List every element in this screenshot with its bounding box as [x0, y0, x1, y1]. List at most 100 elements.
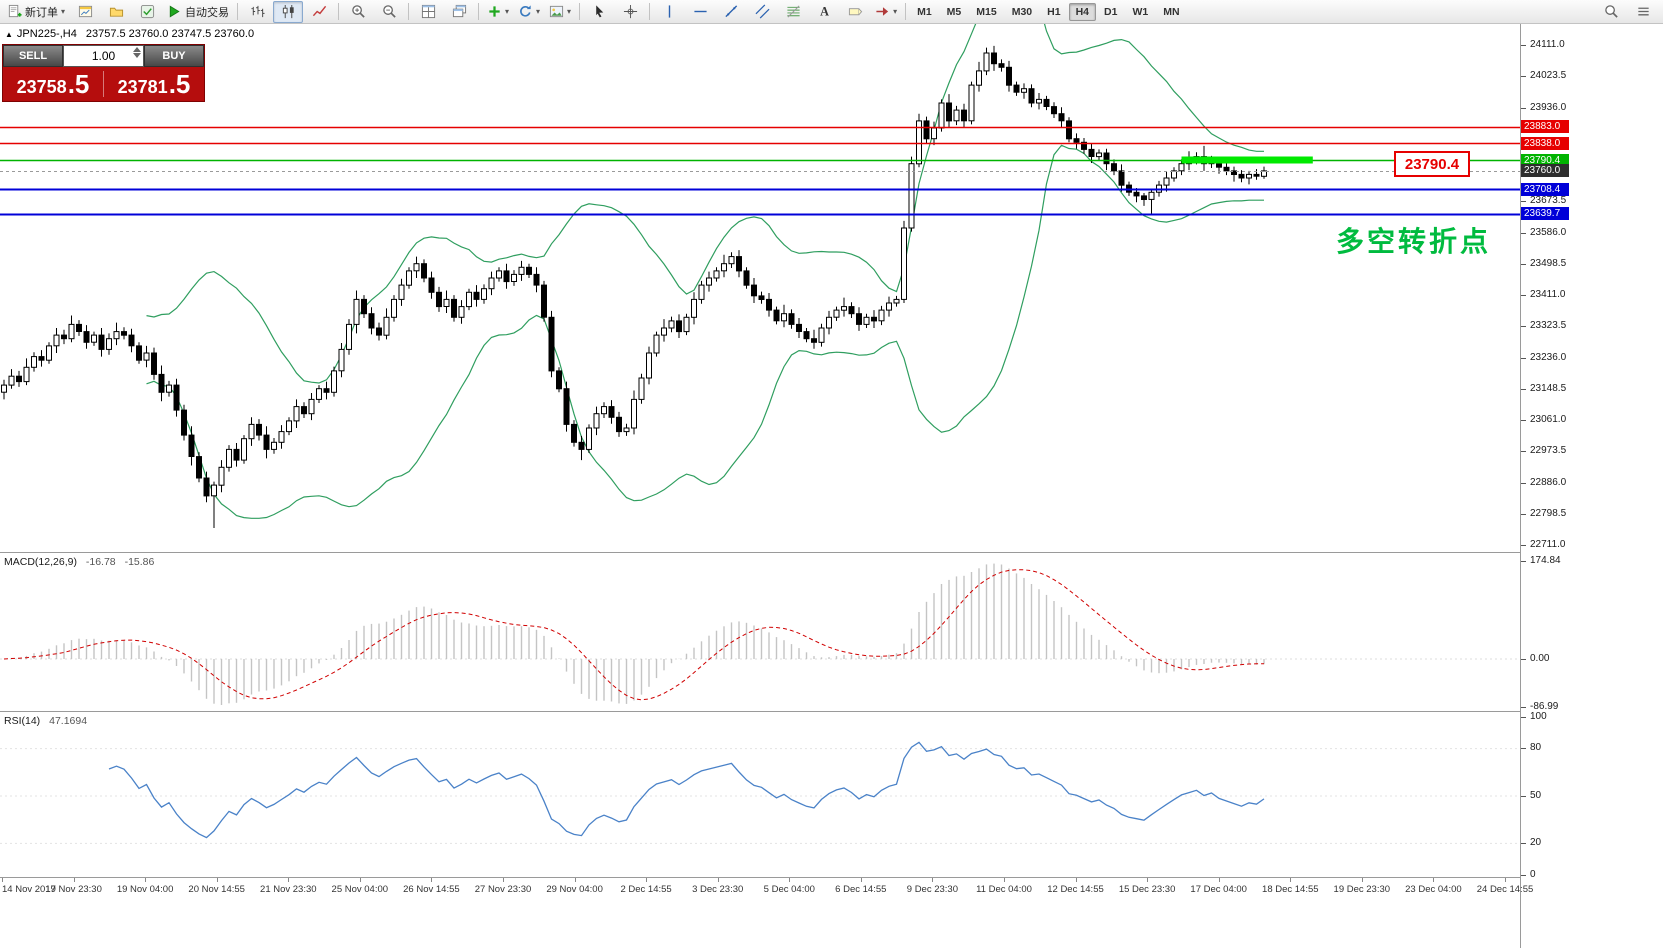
price-tick-label: 23411.0 — [1521, 289, 1565, 301]
price-tick-label: 24023.5 — [1521, 70, 1566, 82]
rsi-value: 47.1694 — [49, 715, 88, 727]
timeframe-w1-button[interactable]: W1 — [1132, 5, 1149, 18]
rsi-indicator-label: RSI(14) 47.1694 — [4, 715, 87, 727]
macd-rsi-divider[interactable] — [0, 711, 1663, 712]
time-scale[interactable]: 14 Nov 2019 17 Nov 23:30 19 Nov 04:00 20 No… — [0, 878, 1533, 948]
rsi-panel-canvas[interactable] — [0, 712, 1520, 877]
chart-window-icon — [78, 4, 93, 19]
new-order-button-label: 新订单 — [25, 6, 58, 19]
time-tick — [860, 878, 862, 882]
rsi-axis-label: 0 — [1521, 869, 1536, 881]
timeframe-h1-button[interactable]: H1 — [1047, 5, 1061, 18]
timeframe-d1-button[interactable]: D1 — [1104, 5, 1118, 18]
time-tick — [1505, 878, 1506, 882]
one-click-trading-panel: SELL 1.00 BUY 23758.5 23781.5 — [2, 44, 205, 102]
buy-button[interactable]: BUY — [144, 45, 204, 67]
sell-price[interactable]: 23758.5 — [3, 69, 103, 100]
add-indicator-button[interactable]: ▾ — [483, 1, 513, 23]
equidistant-channel-button[interactable] — [747, 1, 777, 23]
time-tick — [574, 878, 576, 882]
label-button[interactable] — [840, 1, 870, 23]
line-chart-button[interactable] — [304, 1, 334, 23]
rsi-axis-label: 100 — [1521, 711, 1547, 723]
charts-button[interactable] — [70, 1, 100, 23]
price-tick-label: 23236.0 — [1521, 352, 1566, 364]
fibonacci-button[interactable] — [778, 1, 808, 23]
vline-icon — [662, 4, 677, 19]
toolbar-menu-button[interactable] — [1628, 1, 1658, 23]
crosshair-icon — [623, 4, 638, 19]
metaeditor-icon — [140, 4, 155, 19]
template-icon — [549, 4, 564, 19]
trendline-button[interactable] — [716, 1, 746, 23]
time-tick — [1004, 878, 1005, 882]
zoom-in-icon — [351, 4, 366, 19]
buy-price[interactable]: 23781.5 — [104, 69, 204, 100]
tile-icon — [421, 4, 436, 19]
macd-panel-canvas[interactable] — [0, 553, 1520, 711]
ohlc-values: 23757.5 23760.0 23747.5 23760.0 — [85, 28, 255, 40]
price-level-label: 23838.0 — [1521, 136, 1569, 150]
timeframe-mn-button[interactable]: MN — [1163, 5, 1180, 18]
new-order-button[interactable]: 新订单 ▾ — [3, 1, 69, 23]
cascade-windows-button[interactable] — [444, 1, 474, 23]
caret-down-icon: ▾ — [505, 7, 510, 16]
zoom-in-button[interactable] — [343, 1, 373, 23]
auto-scroll-button[interactable]: ▾ — [514, 1, 544, 23]
text-button[interactable]: A — [809, 1, 839, 23]
channel-icon — [755, 4, 770, 19]
rsi-name: RSI(14) — [4, 715, 41, 727]
cursor-button[interactable] — [584, 1, 614, 23]
time-tick — [932, 878, 934, 882]
rsi-axis-label: 50 — [1521, 790, 1541, 802]
time-tick — [503, 878, 504, 882]
vertical-line-button[interactable] — [654, 1, 684, 23]
timeframe-m15-button[interactable]: M15 — [976, 5, 997, 18]
timeframe-m5-button[interactable]: M5 — [946, 5, 962, 18]
toolbar-separator — [237, 3, 239, 20]
candlestick-chart-button[interactable] — [273, 0, 304, 23]
main-chart-canvas[interactable] — [0, 24, 1520, 552]
search-button[interactable] — [1596, 1, 1626, 23]
price-alert-label[interactable]: 23790.4 — [1394, 151, 1470, 177]
timeframe-h4-button[interactable]: H4 — [1068, 2, 1097, 21]
tile-windows-button[interactable] — [413, 1, 443, 23]
timeframe-m1-button[interactable]: M1 — [917, 5, 932, 18]
bar-chart-button[interactable] — [242, 1, 272, 23]
time-tick-label: 26 Nov 14:55 — [403, 884, 460, 895]
time-tick — [73, 878, 75, 882]
text-icon: A — [817, 4, 832, 19]
horizontal-line-button[interactable] — [685, 1, 715, 23]
macd-name: MACD(12,26,9) — [4, 556, 77, 568]
time-tick — [216, 878, 218, 882]
indicator-plus-icon — [487, 4, 502, 19]
price-tick-label: 23061.0 — [1521, 414, 1566, 426]
price-level-label: 23790.4 — [1521, 153, 1569, 167]
toolbar-separator — [408, 3, 410, 20]
new-order-icon — [7, 4, 22, 19]
toolbar-separator — [338, 3, 340, 20]
toolbar-separator — [905, 3, 907, 20]
caret-down-icon: ▾ — [893, 7, 898, 16]
profiles-button[interactable] — [101, 1, 131, 23]
volume-input[interactable]: 1.00 — [63, 45, 144, 67]
sell-button[interactable]: SELL — [3, 45, 63, 67]
metaeditor-button[interactable] — [132, 1, 162, 23]
time-tick-label: 14 Nov 2019 — [2, 884, 56, 895]
zoom-out-button[interactable] — [374, 1, 404, 23]
crosshair-button[interactable] — [615, 1, 645, 23]
chart-template-button[interactable]: ▾ — [545, 1, 575, 23]
time-tick — [646, 878, 648, 882]
time-tick — [359, 878, 361, 882]
price-tick-label: 23323.5 — [1521, 320, 1566, 332]
autotrading-button[interactable]: 自动交易 — [163, 1, 233, 23]
time-tick-label: 9 Dec 23:30 — [906, 884, 959, 895]
macd-axis-label: -86.99 — [1521, 701, 1558, 713]
shapes-button[interactable]: ▾ — [871, 1, 901, 23]
time-tick-label: 15 Dec 23:30 — [1118, 884, 1176, 895]
turning-point-annotation[interactable]: 多空转折点 — [1336, 226, 1492, 257]
volume-stepper[interactable] — [133, 47, 141, 58]
timeframe-m30-button[interactable]: M30 — [1011, 5, 1033, 18]
price-scale[interactable]: 24111.0 24023.5 23936.0 23673.5 23586.0 23498… — [1521, 24, 1663, 948]
main-macd-divider[interactable] — [0, 552, 1663, 553]
